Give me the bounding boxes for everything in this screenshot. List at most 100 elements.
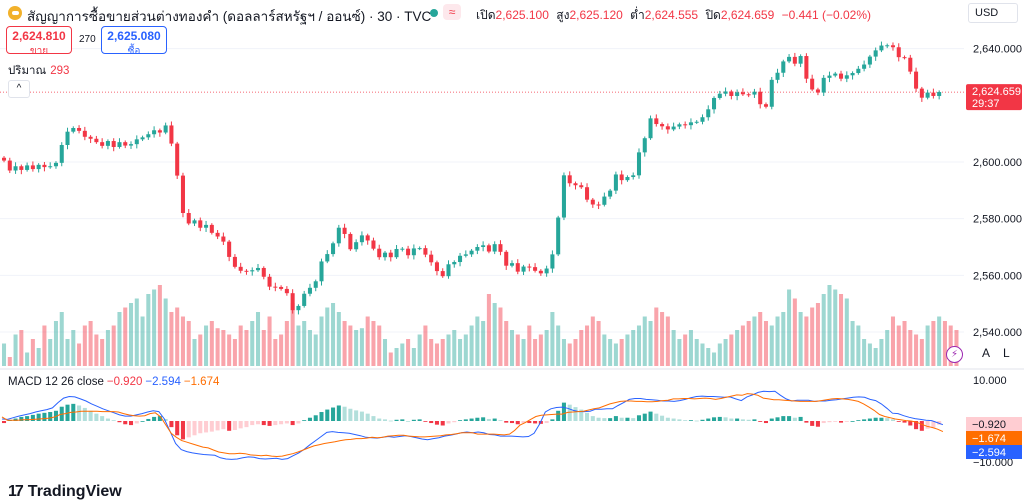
volume-bar <box>232 339 237 366</box>
macd-hist-bar <box>509 421 515 424</box>
macd-hist-bar <box>255 421 261 425</box>
macd-hist-bar <box>827 421 832 423</box>
macd-hist-bar <box>648 411 653 421</box>
volume-bar <box>931 321 936 366</box>
candle-body <box>660 124 665 127</box>
candle-body <box>429 254 434 263</box>
macd-hist-bar <box>25 416 30 421</box>
volume-bar <box>446 334 451 366</box>
brand-name: TradingView <box>27 483 122 500</box>
candle-body <box>157 130 162 133</box>
candle-body <box>896 47 901 58</box>
volume-bar <box>111 325 116 366</box>
sell-button[interactable]: 2,624.810 ขาย <box>6 26 72 57</box>
macd-hist-bar <box>654 413 659 421</box>
volume-bar <box>440 339 445 366</box>
macd-hist-bar <box>111 420 116 421</box>
ohlc-legend: เปิด2,625.100 สูง2,625.120 ต่ำ2,624.555 … <box>476 6 875 25</box>
symbol-title[interactable]: สัญญาการซื้อขายส่วนต่างทองคำ (ดอลลาร์สหร… <box>27 9 432 24</box>
price-tick-label: 2,580.000 <box>973 214 1022 226</box>
candle-body <box>152 130 157 135</box>
macd-hist-value: −0.920 <box>106 376 143 388</box>
macd-hist-bar <box>123 421 128 425</box>
volume-bar <box>660 312 665 366</box>
macd-hist-bar <box>550 419 555 421</box>
price-axis[interactable]: 2,540.000 2,560.000 2,580.000 2,600.000 2,64… <box>973 44 1022 339</box>
macd-hist-bar <box>2 421 7 424</box>
candle-body <box>198 220 203 228</box>
candle-body <box>590 199 595 205</box>
close-label: ปิด <box>705 8 721 22</box>
candle-body <box>250 270 255 272</box>
volume-bar <box>596 321 601 366</box>
volume-bar <box>105 330 110 366</box>
candle-body <box>313 281 318 288</box>
auto-scale-button[interactable]: A <box>982 346 991 360</box>
volume-legend[interactable]: ปริมาณ 293 <box>8 62 69 80</box>
candle-body <box>937 92 942 96</box>
tradingview-logo[interactable]: 17 TradingView <box>8 483 122 501</box>
macd-hist-bar <box>729 418 734 421</box>
candle-body <box>354 242 359 250</box>
candle-body <box>873 50 878 57</box>
candle-body <box>544 268 549 274</box>
volume-bar <box>94 334 99 366</box>
volume-bar <box>221 330 226 366</box>
macd-hist-bar <box>700 419 705 421</box>
volume-bar <box>810 307 815 366</box>
candle-body <box>452 262 457 265</box>
volume-bar <box>238 325 243 366</box>
macd-hist-bar <box>573 407 578 421</box>
candle-body <box>573 183 578 186</box>
data-delay-icon[interactable]: ≈ <box>443 4 461 20</box>
low-label: ต่ำ <box>630 8 645 22</box>
candle-body <box>204 224 209 228</box>
collapse-legend-button[interactable]: ^ <box>8 80 30 98</box>
macd-hist-bar <box>273 421 278 426</box>
macd-line-value: −2.594 <box>145 376 181 388</box>
macd-hist-bar <box>209 421 214 432</box>
candle-body <box>186 213 191 224</box>
macd-hist-bar <box>746 419 751 421</box>
volume-bar <box>844 298 849 366</box>
macd-legend[interactable]: MACD 12 26 close −0.920 −2.594 −1.674 <box>8 376 219 388</box>
volume-bar <box>192 339 197 366</box>
candle-body <box>850 73 855 76</box>
candle-body <box>169 125 174 144</box>
macd-axis[interactable]: 10.000 −10.000 <box>973 375 1013 469</box>
volume-bar <box>279 334 284 366</box>
macd-hist-bar <box>48 412 53 421</box>
candle-body <box>111 141 116 147</box>
lightning-icon[interactable]: ⚡ <box>946 346 963 363</box>
macd-hist-bar <box>169 421 174 428</box>
candle-body <box>631 175 636 178</box>
buy-button[interactable]: 2,625.080 ซื้อ <box>101 26 167 57</box>
volume-bar <box>873 348 878 366</box>
macd-hist-bar <box>873 417 878 421</box>
volume-bar <box>117 312 122 366</box>
price-tick-label: 2,600.000 <box>973 157 1022 169</box>
macd-hist-bar <box>723 417 728 421</box>
macd-hist-bar <box>175 421 180 436</box>
macd-hist-bar <box>215 421 220 431</box>
candle-body <box>561 175 566 218</box>
volume-bar <box>53 321 58 366</box>
candle-body <box>215 232 220 237</box>
candle-body <box>175 143 180 176</box>
volume-bar <box>608 339 613 366</box>
macd-hist-bar <box>463 419 468 421</box>
volume-bar <box>775 316 780 366</box>
volume-bar <box>694 339 699 366</box>
bid-price: 2,624.810 <box>12 29 66 43</box>
log-scale-button[interactable]: L <box>1003 346 1010 360</box>
macd-hist-bar <box>567 404 572 421</box>
candle-body <box>706 109 711 118</box>
candle-body <box>827 75 832 78</box>
macd-hist-bar <box>365 413 370 421</box>
volume-bar <box>204 325 209 366</box>
currency-selector[interactable]: USD <box>968 3 1018 23</box>
macd-hist-bar <box>140 421 145 422</box>
volume-bar <box>937 316 942 366</box>
candle-body <box>255 267 261 271</box>
